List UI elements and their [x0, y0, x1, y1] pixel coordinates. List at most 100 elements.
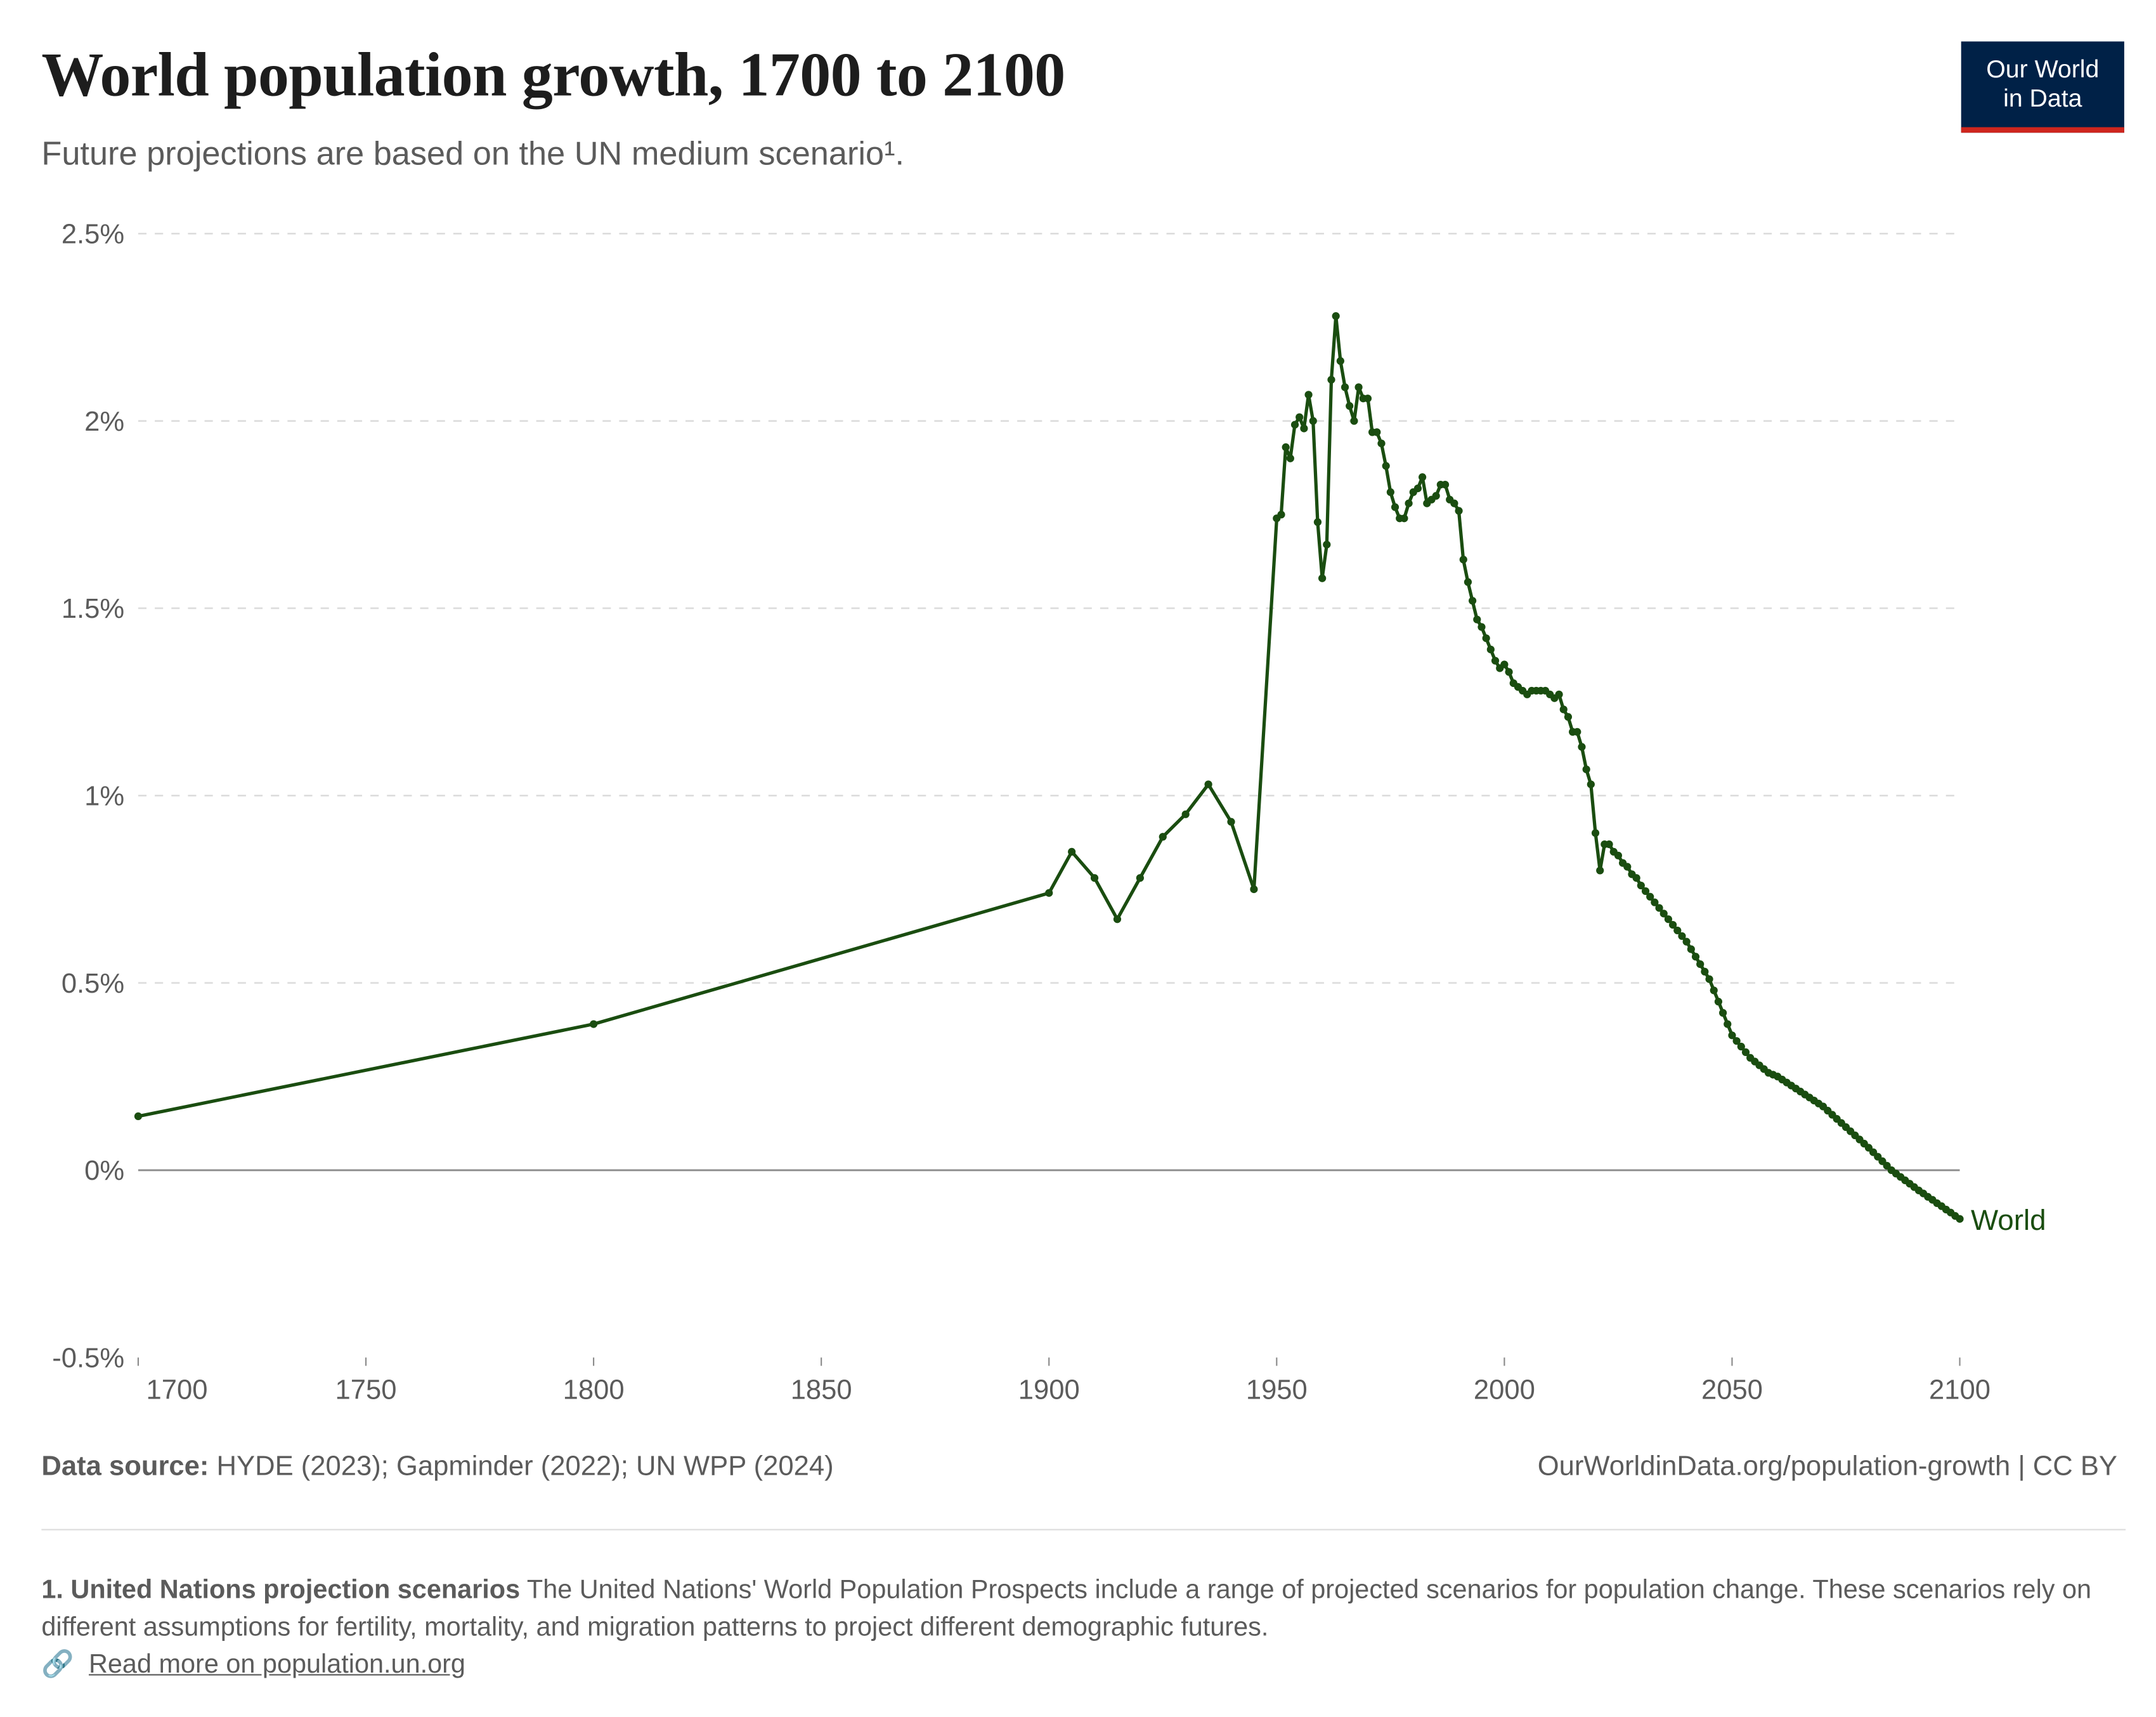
data-point [1486, 645, 1495, 654]
data-point [1473, 615, 1481, 623]
data-point [1045, 889, 1053, 897]
data-point [1204, 780, 1212, 788]
data-point [1500, 660, 1509, 669]
data-point [1450, 499, 1458, 507]
data-point [1382, 462, 1390, 470]
series-label-world: World [1971, 1204, 2046, 1236]
data-point [1555, 690, 1563, 698]
data-point [1668, 920, 1677, 929]
data-point [1318, 574, 1327, 582]
data-source: Data source: HYDE (2023); Gapminder (202… [41, 1451, 833, 1483]
data-point [1632, 874, 1640, 882]
data-point [589, 1020, 598, 1028]
data-point [1113, 915, 1122, 924]
source-url[interactable]: OurWorldinData.org/population-growth | C… [1537, 1451, 2117, 1482]
data-point [1350, 417, 1358, 425]
data-point [1336, 357, 1344, 365]
chart-subtitle: Future projections are based on the UN m… [41, 135, 905, 173]
x-tick-label: 1900 [1018, 1375, 1080, 1406]
data-point [134, 1112, 143, 1120]
data-point [1464, 578, 1472, 586]
data-point [1596, 866, 1604, 875]
data-point [1332, 312, 1340, 320]
x-tick-label: 1700 [146, 1375, 207, 1406]
data-point [1290, 421, 1299, 429]
data-point [1159, 833, 1167, 841]
data-point [1459, 556, 1467, 564]
data-point [1664, 915, 1673, 924]
data-point [1377, 439, 1386, 448]
y-tick-label: -0.5% [52, 1343, 124, 1374]
data-point [1477, 623, 1486, 631]
y-tick-label: 0% [84, 1156, 124, 1186]
data-point [1346, 402, 1354, 410]
data-point [1277, 511, 1285, 519]
data-point [1623, 863, 1632, 871]
footer-divider [41, 1529, 2126, 1531]
data-point [1655, 904, 1663, 912]
data-point [1181, 810, 1190, 818]
data-point [1309, 417, 1317, 425]
x-tick-label: 2050 [1701, 1375, 1763, 1406]
data-point [1641, 887, 1650, 896]
data-point [1313, 518, 1322, 526]
data-point [1732, 1037, 1741, 1045]
data-point [1090, 874, 1099, 882]
y-tick-label: 0.5% [62, 969, 124, 999]
footnote-text: The United Nations' World Population Pro… [41, 1576, 2092, 1643]
data-point [1637, 881, 1645, 890]
data-point [1282, 443, 1290, 452]
data-point [1659, 910, 1668, 918]
data-point [1687, 945, 1695, 953]
y-tick-label: 2.5% [62, 219, 124, 250]
data-point [1400, 514, 1408, 523]
data-point [1373, 428, 1381, 436]
data-point [1673, 926, 1682, 935]
data-point [1354, 383, 1363, 391]
data-point [1455, 507, 1463, 515]
data-point [1691, 953, 1700, 961]
data-point [1578, 743, 1586, 751]
data-point [1441, 480, 1450, 489]
data-point [1491, 656, 1500, 665]
data-point [1432, 492, 1440, 500]
x-tick-label: 2100 [1929, 1375, 1990, 1406]
data-point [1696, 960, 1705, 969]
data-point [1573, 728, 1581, 736]
x-tick-label: 1850 [791, 1375, 852, 1406]
data-point [1482, 634, 1490, 643]
logo-line-1: Our World [1986, 55, 2100, 83]
data-point [1614, 851, 1623, 859]
data-point [1651, 898, 1659, 906]
data-point [1250, 885, 1258, 894]
x-tick-label: 2000 [1474, 1375, 1535, 1406]
owid-logo[interactable]: Our World in Data [1961, 41, 2124, 133]
data-point [1714, 998, 1723, 1006]
footnote-title: 1. United Nations projection scenarios [41, 1576, 521, 1605]
y-tick-label: 1.5% [62, 594, 124, 624]
data-source-text: HYDE (2023); Gapminder (2022); UN WPP (2… [209, 1451, 834, 1482]
link-icon: 🔗 [41, 1650, 74, 1680]
y-tick-label: 1% [84, 781, 124, 812]
data-point [1136, 874, 1144, 882]
data-point [1068, 847, 1076, 856]
data-point [1300, 424, 1308, 433]
read-more-link[interactable]: Read more on population.un.org [88, 1650, 465, 1680]
data-source-label: Data source: [41, 1451, 209, 1482]
data-point [1646, 892, 1654, 901]
data-point [1605, 840, 1613, 849]
data-point [1705, 975, 1713, 983]
data-point [1323, 540, 1331, 549]
data-point [1591, 829, 1600, 837]
x-tick-label: 1800 [563, 1375, 625, 1406]
data-point [1728, 1031, 1736, 1040]
data-point [1710, 986, 1718, 995]
data-point [1682, 937, 1691, 946]
data-point [1724, 1020, 1732, 1028]
data-point [1678, 932, 1686, 940]
data-point [1286, 454, 1294, 462]
data-point [1701, 967, 1709, 976]
data-point [1741, 1048, 1750, 1056]
data-point [1405, 499, 1413, 507]
